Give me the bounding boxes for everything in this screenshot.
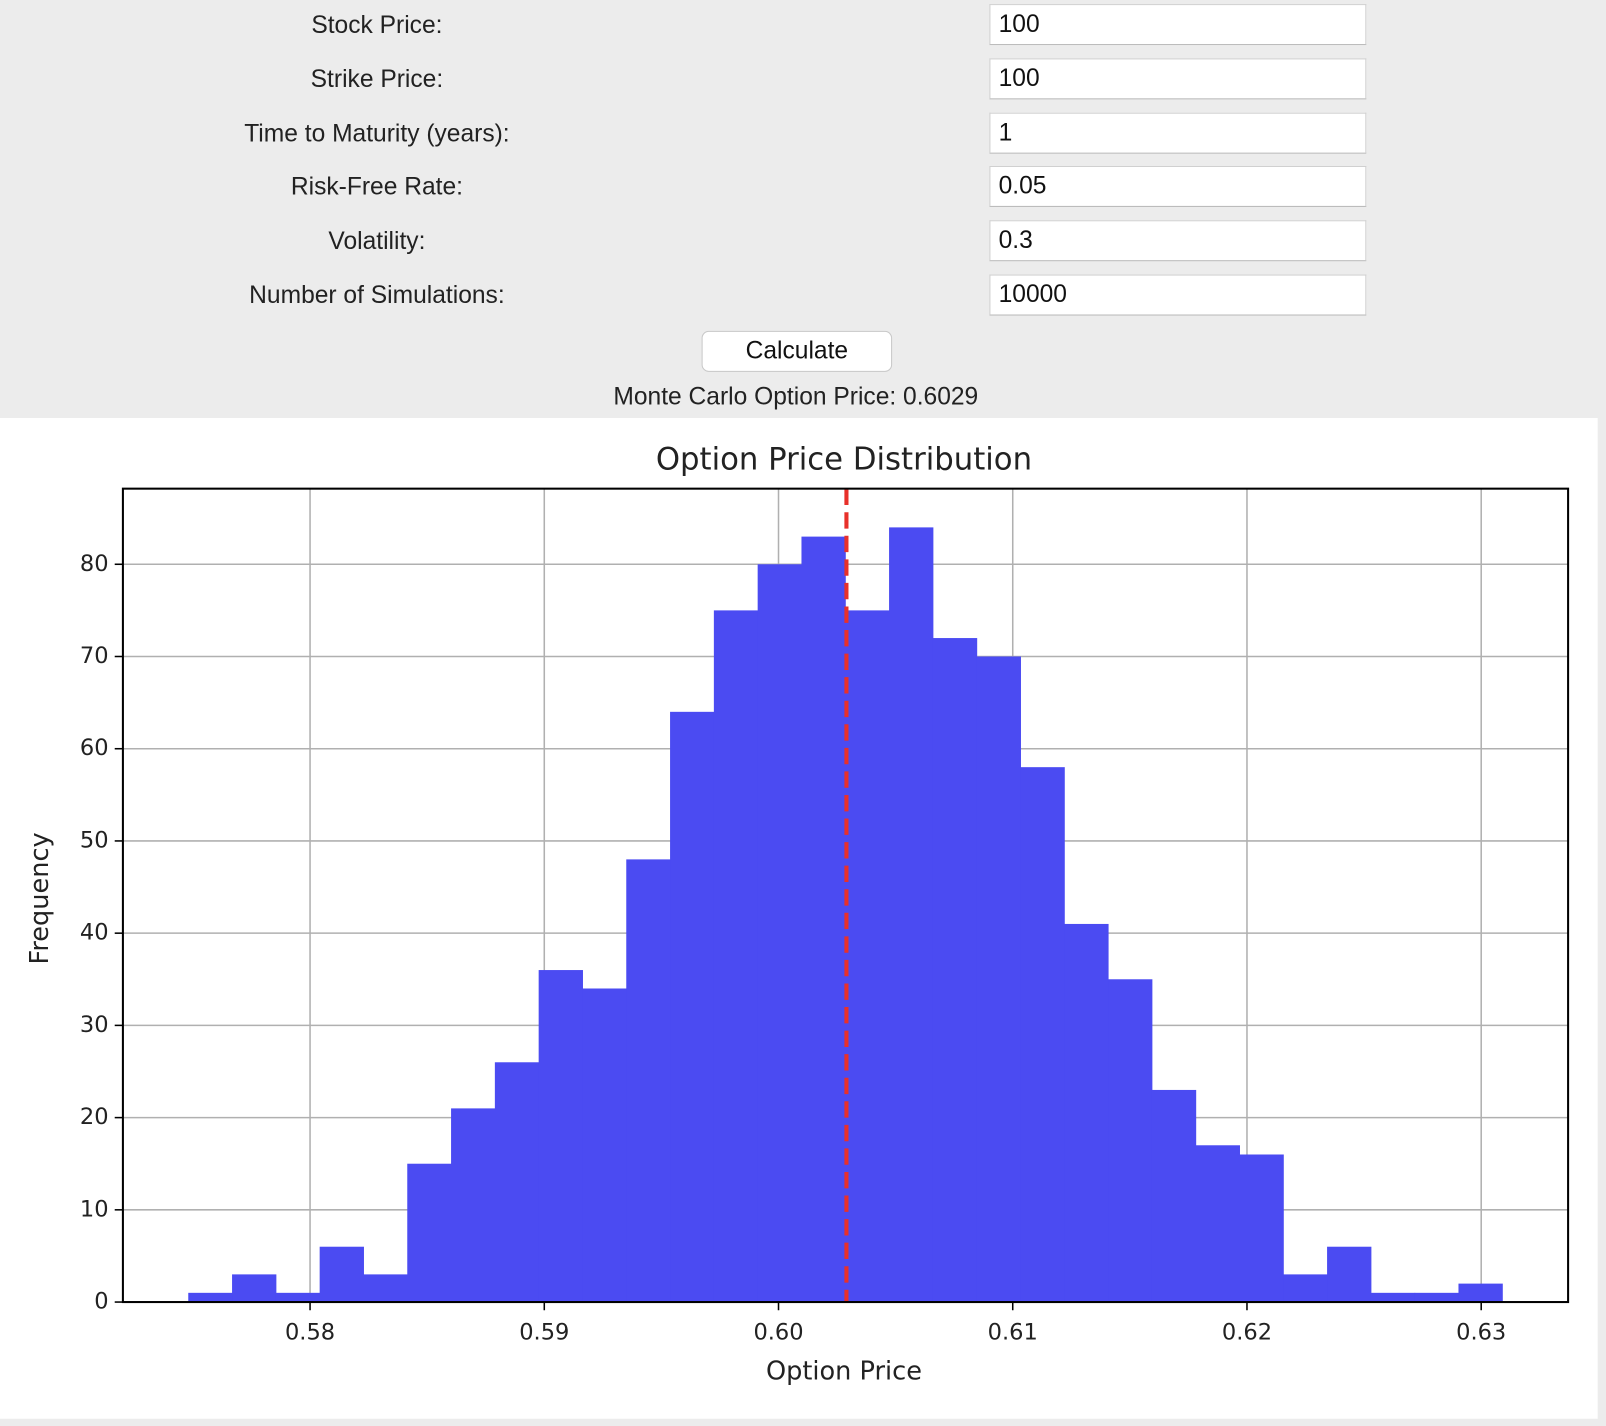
histogram-bar [626, 859, 671, 1303]
field-input[interactable]: 10000 [989, 274, 1367, 316]
field-input[interactable]: 100 [989, 4, 1367, 46]
histogram-bar [1195, 1145, 1240, 1303]
histogram-bar [188, 1292, 233, 1303]
histogram-bar [363, 1274, 408, 1303]
chart-title: Option Price Distribution [656, 441, 1032, 477]
histogram-bar [407, 1163, 452, 1303]
histogram-bar [889, 527, 934, 1303]
histogram-bar [1239, 1154, 1284, 1303]
y-axis-label: Frequency [25, 832, 55, 964]
field-label: Strike Price: [310, 65, 444, 94]
chart: Option Price Distribution Option Price F… [0, 417, 1598, 1419]
x-tick-label: 0.59 [519, 1319, 569, 1345]
plot-frame [121, 487, 1570, 1304]
y-tick-label: 10 [80, 1196, 109, 1222]
histogram-bar [1020, 767, 1065, 1303]
histogram-bar [1327, 1246, 1372, 1303]
histogram-bar [932, 638, 978, 1303]
histogram-bar [1108, 979, 1153, 1303]
histogram-bar [319, 1246, 364, 1303]
y-tick-label: 50 [80, 827, 109, 853]
y-tick-label: 0 [94, 1289, 108, 1315]
field-input[interactable]: 1 [989, 112, 1367, 154]
x-tick-label: 0.63 [1456, 1319, 1506, 1345]
histogram-bar [976, 656, 1021, 1303]
field-label: Number of Simulations: [249, 281, 505, 310]
histogram-bar [232, 1274, 277, 1303]
histogram-bar [451, 1108, 496, 1303]
x-axis-label: Option Price [766, 1357, 922, 1387]
field-label: Risk-Free Rate: [290, 173, 463, 202]
field-label: Stock Price: [311, 11, 443, 39]
y-tick-label: 70 [80, 643, 109, 669]
field-input[interactable]: 100 [989, 58, 1367, 100]
histogram-bar [670, 711, 715, 1303]
y-tick-label: 80 [80, 551, 109, 577]
x-tick-label: 0.62 [1222, 1319, 1272, 1345]
histogram-bar [757, 564, 802, 1303]
histogram-bar [1370, 1292, 1416, 1303]
histogram-bar [801, 536, 846, 1303]
histogram-bar [538, 970, 583, 1303]
y-tick-label: 20 [80, 1104, 109, 1130]
field-label: Volatility: [328, 227, 426, 256]
x-tick-label: 0.60 [753, 1319, 803, 1345]
histogram-bar [1283, 1274, 1328, 1303]
histogram-bar [713, 610, 759, 1303]
field-input[interactable]: 0.3 [989, 220, 1367, 262]
histogram-bar [1458, 1283, 1503, 1303]
x-tick-label: 0.61 [988, 1319, 1038, 1345]
field-input[interactable]: 0.05 [989, 166, 1367, 208]
y-tick-label: 30 [80, 1012, 109, 1038]
y-tick-label: 60 [80, 735, 109, 761]
field-label: Time to Maturity (years): [244, 119, 510, 148]
histogram-bar [1064, 923, 1109, 1303]
y-tick-label: 40 [80, 920, 109, 946]
histogram-bar [1414, 1292, 1459, 1303]
x-tick-label: 0.58 [285, 1319, 335, 1345]
histogram-bar [845, 610, 890, 1303]
result-text: Monte Carlo Option Price: 0.6029 [613, 383, 979, 411]
histogram-bar [1151, 1089, 1197, 1303]
calculate-button[interactable]: Calculate [701, 330, 893, 372]
histogram-bar [494, 1062, 540, 1303]
histogram-bar [582, 988, 627, 1303]
histogram-bar [275, 1292, 321, 1303]
